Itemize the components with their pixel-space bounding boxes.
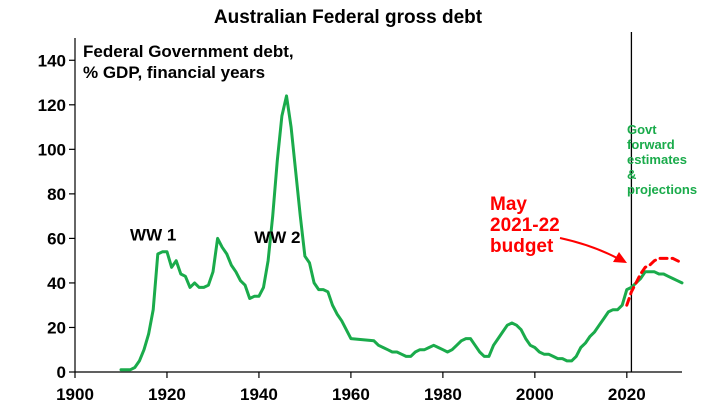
annotation-ww1: WW 1 [130,226,176,245]
budget-arrow [559,237,618,259]
y-tick-label: 100 [38,140,66,159]
y-tick-label: 140 [38,51,66,70]
y-tick-label: 120 [38,96,66,115]
x-ticks: 1900 1920 1940 1960 1980 2000 2020 [56,372,646,404]
x-tick-label: 1900 [56,385,94,404]
series-line-actual [119,94,684,372]
chart-title: Australian Federal gross debt [214,7,483,28]
budget-label: May 2021-22 budget [490,194,560,257]
x-tick-label: 2020 [608,385,646,404]
y-tick-label: 0 [57,363,66,382]
series-line-budget [625,256,684,307]
y-tick-label: 60 [47,229,66,248]
forward-label-line-5: projections [627,182,697,197]
x-tick-label: 1920 [148,385,186,404]
y-tick-label: 80 [47,185,66,204]
y-tick-label: 40 [47,274,66,293]
y-ticks: 0 20 40 60 80 100 120 140 [38,51,75,382]
subtitle-line-2: % GDP, financial years [83,63,265,82]
subtitle-line-1: Federal Government debt, [83,42,294,61]
budget-label-line-3: budget [490,236,554,257]
y-tick-label: 20 [47,318,66,337]
x-tick-label: 1940 [240,385,278,404]
forward-label-line-3: estimates [627,152,687,167]
forward-label-line-1: Govt [627,122,657,137]
budget-arrowhead [613,252,627,263]
axes [74,38,682,373]
forward-label-line-4: & [627,167,636,182]
budget-label-line-2: 2021-22 [490,215,560,236]
forward-estimates-label: Govt forward estimates & projections [627,122,697,197]
x-tick-label: 1980 [424,385,462,404]
annotation-ww2: WW 2 [254,228,300,247]
forward-label-line-2: forward [627,137,675,152]
x-tick-label: 1960 [332,385,370,404]
budget-label-line-1: May [490,194,527,215]
x-tick-label: 2000 [516,385,554,404]
